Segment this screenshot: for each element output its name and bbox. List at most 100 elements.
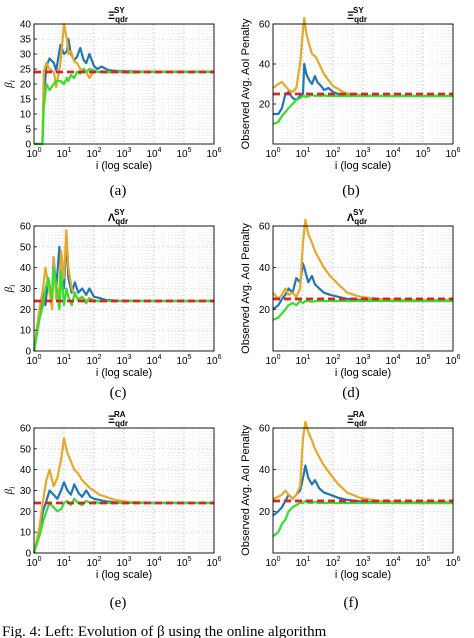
chart-panel-1: 0 5 10 15 20 25 30 35 40 100 101 102 103 104 105 106 i (… [3, 6, 222, 172]
x-axis-label: i (log scale) [96, 367, 152, 379]
y-tick-label: 60 [259, 20, 271, 31]
chart-title: ΞqdrSY [347, 6, 367, 24]
x-tick-label: 104 [385, 147, 400, 160]
subfig-label-b: (b) [342, 183, 360, 199]
y-tick-label: 10 [20, 110, 32, 121]
y-tick-label: 40 [20, 263, 32, 274]
y-tick-label: 20 [259, 507, 271, 518]
x-tick-label: 103 [355, 556, 370, 569]
x-tick-label: 105 [176, 147, 191, 160]
x-tick-label: 105 [176, 556, 191, 569]
chart-title: ΛqdrSY [347, 208, 367, 226]
y-tick-label: 15 [20, 95, 32, 106]
x-tick-label: 103 [116, 147, 131, 160]
x-tick-label: 106 [206, 354, 221, 367]
y-tick-label: 35 [20, 35, 32, 46]
y-tick-label: 20 [20, 305, 32, 316]
x-tick-label: 102 [325, 556, 340, 569]
x-tick-label: 105 [415, 147, 430, 160]
x-tick-label: 102 [86, 556, 101, 569]
y-tick-label: 20 [20, 80, 32, 91]
x-tick-label: 106 [445, 147, 460, 160]
x-tick-label: 104 [385, 556, 400, 569]
chart-panel-6: 20 40 60 100 101 102 103 104 105 106 i (log scale)… [240, 410, 461, 581]
x-tick-label: 106 [445, 354, 460, 367]
y-tick-label: 10 [20, 528, 32, 539]
x-tick-label: 104 [146, 147, 161, 160]
y-tick-label: 60 [20, 424, 32, 435]
x-tick-label: 103 [355, 147, 370, 160]
x-tick-label: 103 [116, 556, 131, 569]
chart-title: ΞqdrRA [347, 410, 367, 428]
x-axis-label: i (log scale) [335, 367, 391, 379]
y-tick-label: 40 [20, 20, 32, 31]
x-axis-label: i (log scale) [96, 569, 152, 581]
x-tick-label: 100 [265, 354, 280, 367]
y-tick-label: 40 [20, 465, 32, 476]
y-tick-label: 40 [259, 465, 271, 476]
y-tick-label: 25 [20, 65, 32, 76]
x-tick-label: 101 [56, 556, 71, 569]
x-tick-label: 100 [26, 147, 41, 160]
y-tick-label: 60 [259, 222, 271, 233]
series-line-green [272, 93, 453, 126]
x-tick-label: 100 [26, 354, 41, 367]
x-axis-label: i (log scale) [96, 160, 152, 172]
x-tick-label: 100 [265, 556, 280, 569]
series-line-blue [32, 481, 214, 554]
y-tick-label: 60 [20, 222, 32, 233]
x-tick-label: 105 [176, 354, 191, 367]
chart-title: ΞqdrSY [108, 6, 128, 24]
chart-panel-2: 20 40 60 100 101 102 103 104 105 106 i (log scale)… [240, 6, 461, 172]
x-tick-label: 103 [355, 354, 370, 367]
x-tick-label: 101 [295, 354, 310, 367]
x-tick-label: 102 [86, 147, 101, 160]
y-tick-label: 20 [259, 100, 271, 111]
x-tick-label: 101 [56, 147, 71, 160]
x-tick-label: 100 [265, 147, 280, 160]
plot-frame [272, 23, 454, 145]
x-tick-label: 106 [206, 147, 221, 160]
x-tick-label: 102 [325, 354, 340, 367]
series-line-green [272, 299, 453, 321]
x-tick-label: 104 [146, 354, 161, 367]
x-axis-label: i (log scale) [335, 569, 391, 581]
y-axis-label: βi [3, 285, 17, 294]
y-tick-label: 0 [25, 549, 31, 560]
y-axis-label: Observed Avg. AoI Penalty [240, 223, 252, 354]
series-line-orange [272, 420, 453, 504]
x-tick-label: 101 [295, 147, 310, 160]
x-tick-label: 103 [116, 354, 131, 367]
y-axis-label: Observed Avg. AoI Penalty [240, 425, 252, 556]
series-line-orange [272, 218, 453, 302]
y-tick-label: 50 [20, 444, 32, 455]
x-tick-label: 102 [325, 147, 340, 160]
x-tick-label: 105 [415, 556, 430, 569]
plot-frame [272, 427, 454, 554]
y-tick-label: 40 [259, 263, 271, 274]
x-tick-label: 106 [445, 556, 460, 569]
subfig-label-a: (a) [109, 183, 127, 199]
x-tick-label: 106 [206, 556, 221, 569]
subfig-label-f: (f) [343, 595, 359, 611]
y-tick-label: 0 [25, 347, 31, 358]
chart-panel-5: 0 10 20 30 40 50 60 100 101 102 103 104 105 106 i (log… [3, 410, 222, 581]
x-tick-label: 101 [56, 354, 71, 367]
y-tick-label: 30 [20, 486, 32, 497]
y-axis-label: Observed Avg. AoI Penalty [240, 18, 252, 149]
series-line-green [272, 499, 453, 538]
x-tick-label: 102 [86, 354, 101, 367]
chart-title: ΛqdrSY [108, 208, 128, 226]
y-tick-label: 5 [25, 125, 31, 136]
x-tick-label: 104 [146, 556, 161, 569]
y-tick-label: 30 [20, 50, 32, 61]
subfig-label-c: (c) [109, 385, 127, 401]
x-tick-label: 104 [385, 354, 400, 367]
x-tick-label: 100 [26, 556, 41, 569]
series-line-orange [32, 437, 214, 554]
y-tick-label: 10 [20, 326, 32, 337]
y-tick-label: 40 [259, 60, 271, 71]
x-axis-label: i (log scale) [335, 160, 391, 172]
chart-panel-3: 0 10 20 30 40 50 60 100 101 102 103 104 105 106 i (log… [3, 208, 222, 379]
